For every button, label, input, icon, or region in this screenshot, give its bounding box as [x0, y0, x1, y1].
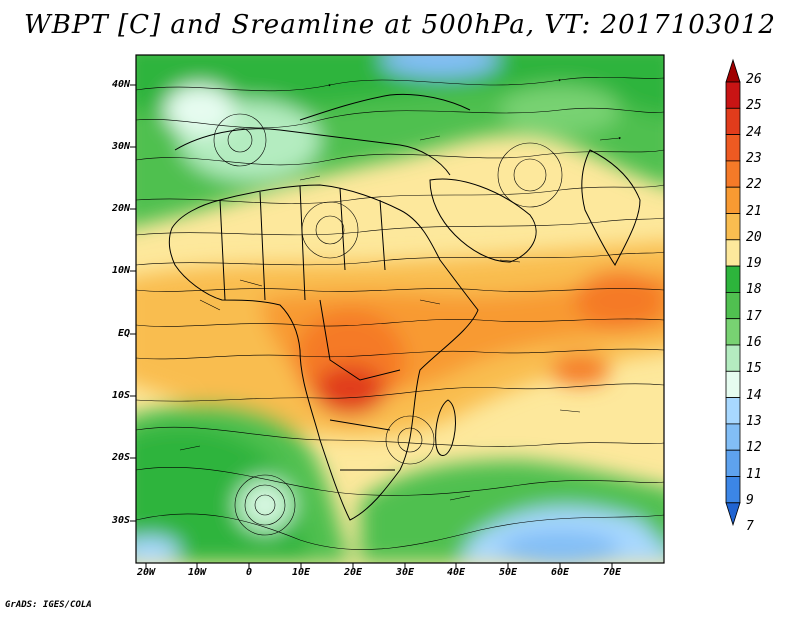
colorbar-label: 19: [746, 256, 762, 272]
map-title: WBPT [C] and Sreamline at 500hPa, VT: 20…: [24, 10, 776, 40]
colorbar-top-arrow: [725, 58, 741, 83]
lon-label-40e: 40E: [446, 567, 466, 578]
colorbar-segment: [725, 318, 741, 346]
colorbar-bottom-arrow: [725, 502, 741, 527]
colorbar-label: 12: [746, 440, 762, 456]
colorbar-label: 18: [746, 282, 762, 298]
lon-label-10e: 10E: [291, 567, 311, 578]
lat-label-10s: 10S: [111, 390, 130, 401]
colorbar-segment: [725, 239, 741, 267]
lat-label-20n: 20N: [111, 203, 130, 214]
colorbar-segment: [725, 291, 741, 320]
map-frame: [135, 54, 665, 564]
colorbar-segment: [725, 186, 741, 214]
colorbar-label: 24: [746, 124, 762, 140]
colorbar-label: 11: [746, 466, 762, 482]
lon-label-70e: 70E: [602, 567, 622, 578]
colorbar-label: 15: [746, 361, 762, 377]
colorbar-label: 7: [746, 519, 754, 535]
colorbar-segment: [725, 265, 741, 293]
streamlines: [136, 76, 664, 550]
colorbar: [725, 58, 741, 527]
colorbar-label: 21: [746, 203, 762, 219]
colorbar-segment: [725, 423, 741, 451]
colorbar-segment: [725, 134, 741, 162]
colorbar-segment: [725, 449, 741, 477]
colorbar-segment: [725, 397, 741, 425]
map-ticks: [130, 84, 613, 569]
lon-label-30e: 30E: [395, 567, 415, 578]
lon-label-0: 0: [245, 567, 253, 578]
colorbar-segment: [725, 81, 741, 109]
colorbar-segment: [725, 213, 741, 241]
colorbar-segment: [725, 160, 741, 188]
colorbar-label: 17: [746, 308, 762, 324]
colorbar-label: 23: [746, 150, 762, 166]
colorbar-segment: [725, 370, 741, 398]
colorbar-segment: [725, 476, 741, 504]
lon-label-20e: 20E: [343, 567, 363, 578]
lon-label-20w: 20W: [136, 567, 156, 578]
colorbar-label: 16: [746, 335, 762, 350]
lat-label-30s: 30S: [111, 515, 130, 526]
colorbar-segment: [725, 344, 741, 372]
lat-label-eq: EQ: [117, 328, 130, 339]
lat-label-30n: 30N: [111, 141, 130, 152]
coastlines: [168, 93, 641, 521]
lon-label-60e: 60E: [550, 567, 570, 578]
lon-label-50e: 50E: [498, 567, 518, 578]
grads-credit: GrADS: IGES/COLA: [5, 600, 92, 610]
lat-label-20s: 20S: [111, 452, 130, 463]
lat-label-10n: 10N: [111, 265, 130, 276]
colorbar-segment: [725, 107, 741, 136]
wbpt-field: [136, 55, 664, 563]
colorbar-label: 22: [746, 177, 762, 193]
lat-label-40n: 40N: [111, 79, 130, 90]
colorbar-label: 9: [746, 492, 754, 508]
colorbar-label: 20: [746, 229, 762, 245]
lon-label-10w: 10W: [187, 567, 207, 578]
colorbar-label: 26: [746, 72, 762, 87]
colorbar-label: 13: [746, 413, 762, 429]
colorbar-label: 25: [746, 98, 762, 114]
colorbar-label: 14: [746, 387, 762, 403]
